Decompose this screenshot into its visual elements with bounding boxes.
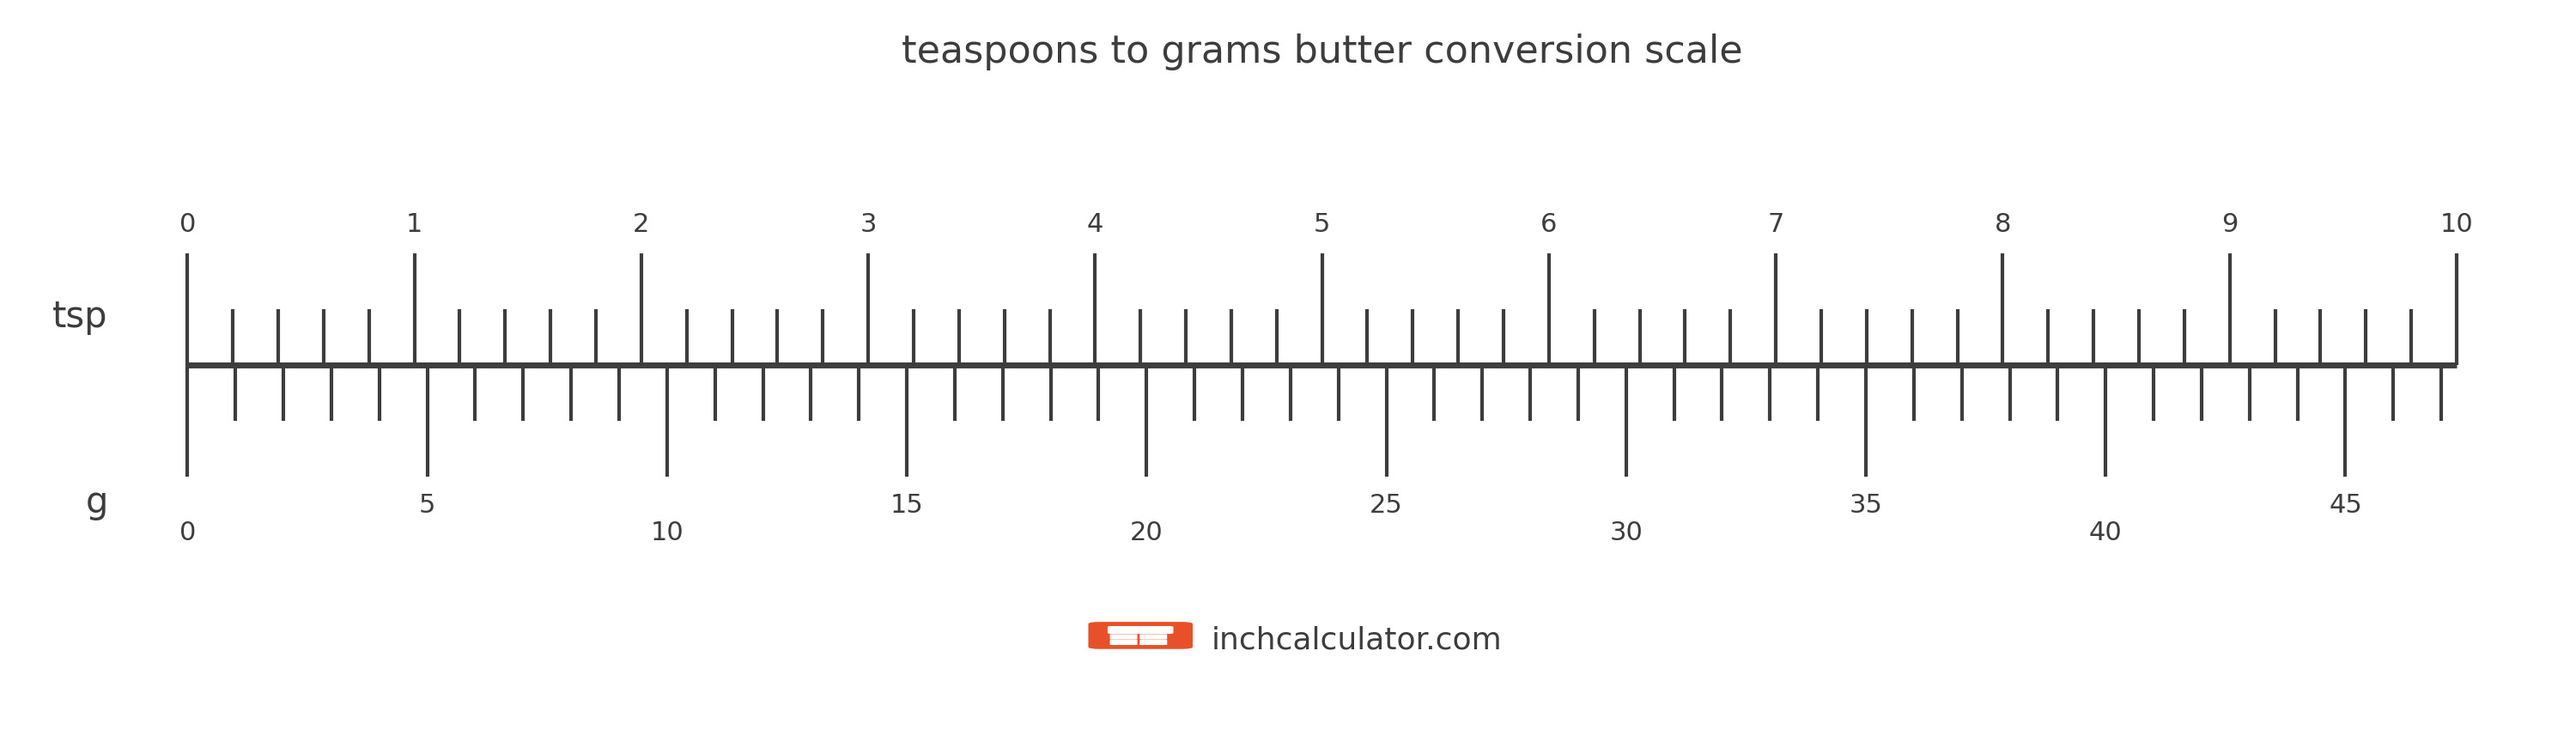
FancyBboxPatch shape <box>1139 639 1167 645</box>
Text: 20: 20 <box>1131 520 1164 545</box>
Text: 15: 15 <box>891 493 922 518</box>
Text: 6: 6 <box>1540 212 1558 237</box>
FancyBboxPatch shape <box>1097 626 1182 636</box>
Text: 25: 25 <box>1370 493 1404 518</box>
FancyBboxPatch shape <box>1087 622 1193 649</box>
Text: 4: 4 <box>1087 212 1103 237</box>
FancyBboxPatch shape <box>1139 634 1167 639</box>
Text: 8: 8 <box>1994 212 2012 237</box>
Text: 9: 9 <box>2221 212 2239 237</box>
Text: 7: 7 <box>1767 212 1785 237</box>
Text: 35: 35 <box>1850 493 1883 518</box>
Text: 30: 30 <box>1610 520 1643 545</box>
Text: teaspoons to grams butter conversion scale: teaspoons to grams butter conversion sca… <box>902 34 1741 71</box>
Text: 10: 10 <box>2439 212 2473 237</box>
Text: 0: 0 <box>180 520 196 545</box>
Text: 40: 40 <box>2089 520 2123 545</box>
Text: 0: 0 <box>180 212 196 237</box>
Text: 2: 2 <box>634 212 649 237</box>
Text: tsp: tsp <box>52 299 108 335</box>
FancyBboxPatch shape <box>1100 633 1141 640</box>
Text: 1: 1 <box>407 212 422 237</box>
Text: 5: 5 <box>1314 212 1329 237</box>
Text: 3: 3 <box>860 212 876 237</box>
Text: inchcalculator.com: inchcalculator.com <box>1211 626 1502 655</box>
FancyBboxPatch shape <box>1110 634 1139 639</box>
Text: 10: 10 <box>649 520 683 545</box>
FancyBboxPatch shape <box>1100 639 1141 647</box>
FancyBboxPatch shape <box>1139 633 1177 640</box>
Text: 5: 5 <box>420 493 435 518</box>
FancyBboxPatch shape <box>1108 626 1175 634</box>
Text: 45: 45 <box>2329 493 2362 518</box>
FancyBboxPatch shape <box>1139 639 1177 647</box>
FancyBboxPatch shape <box>1110 639 1139 645</box>
Text: g: g <box>85 485 108 520</box>
